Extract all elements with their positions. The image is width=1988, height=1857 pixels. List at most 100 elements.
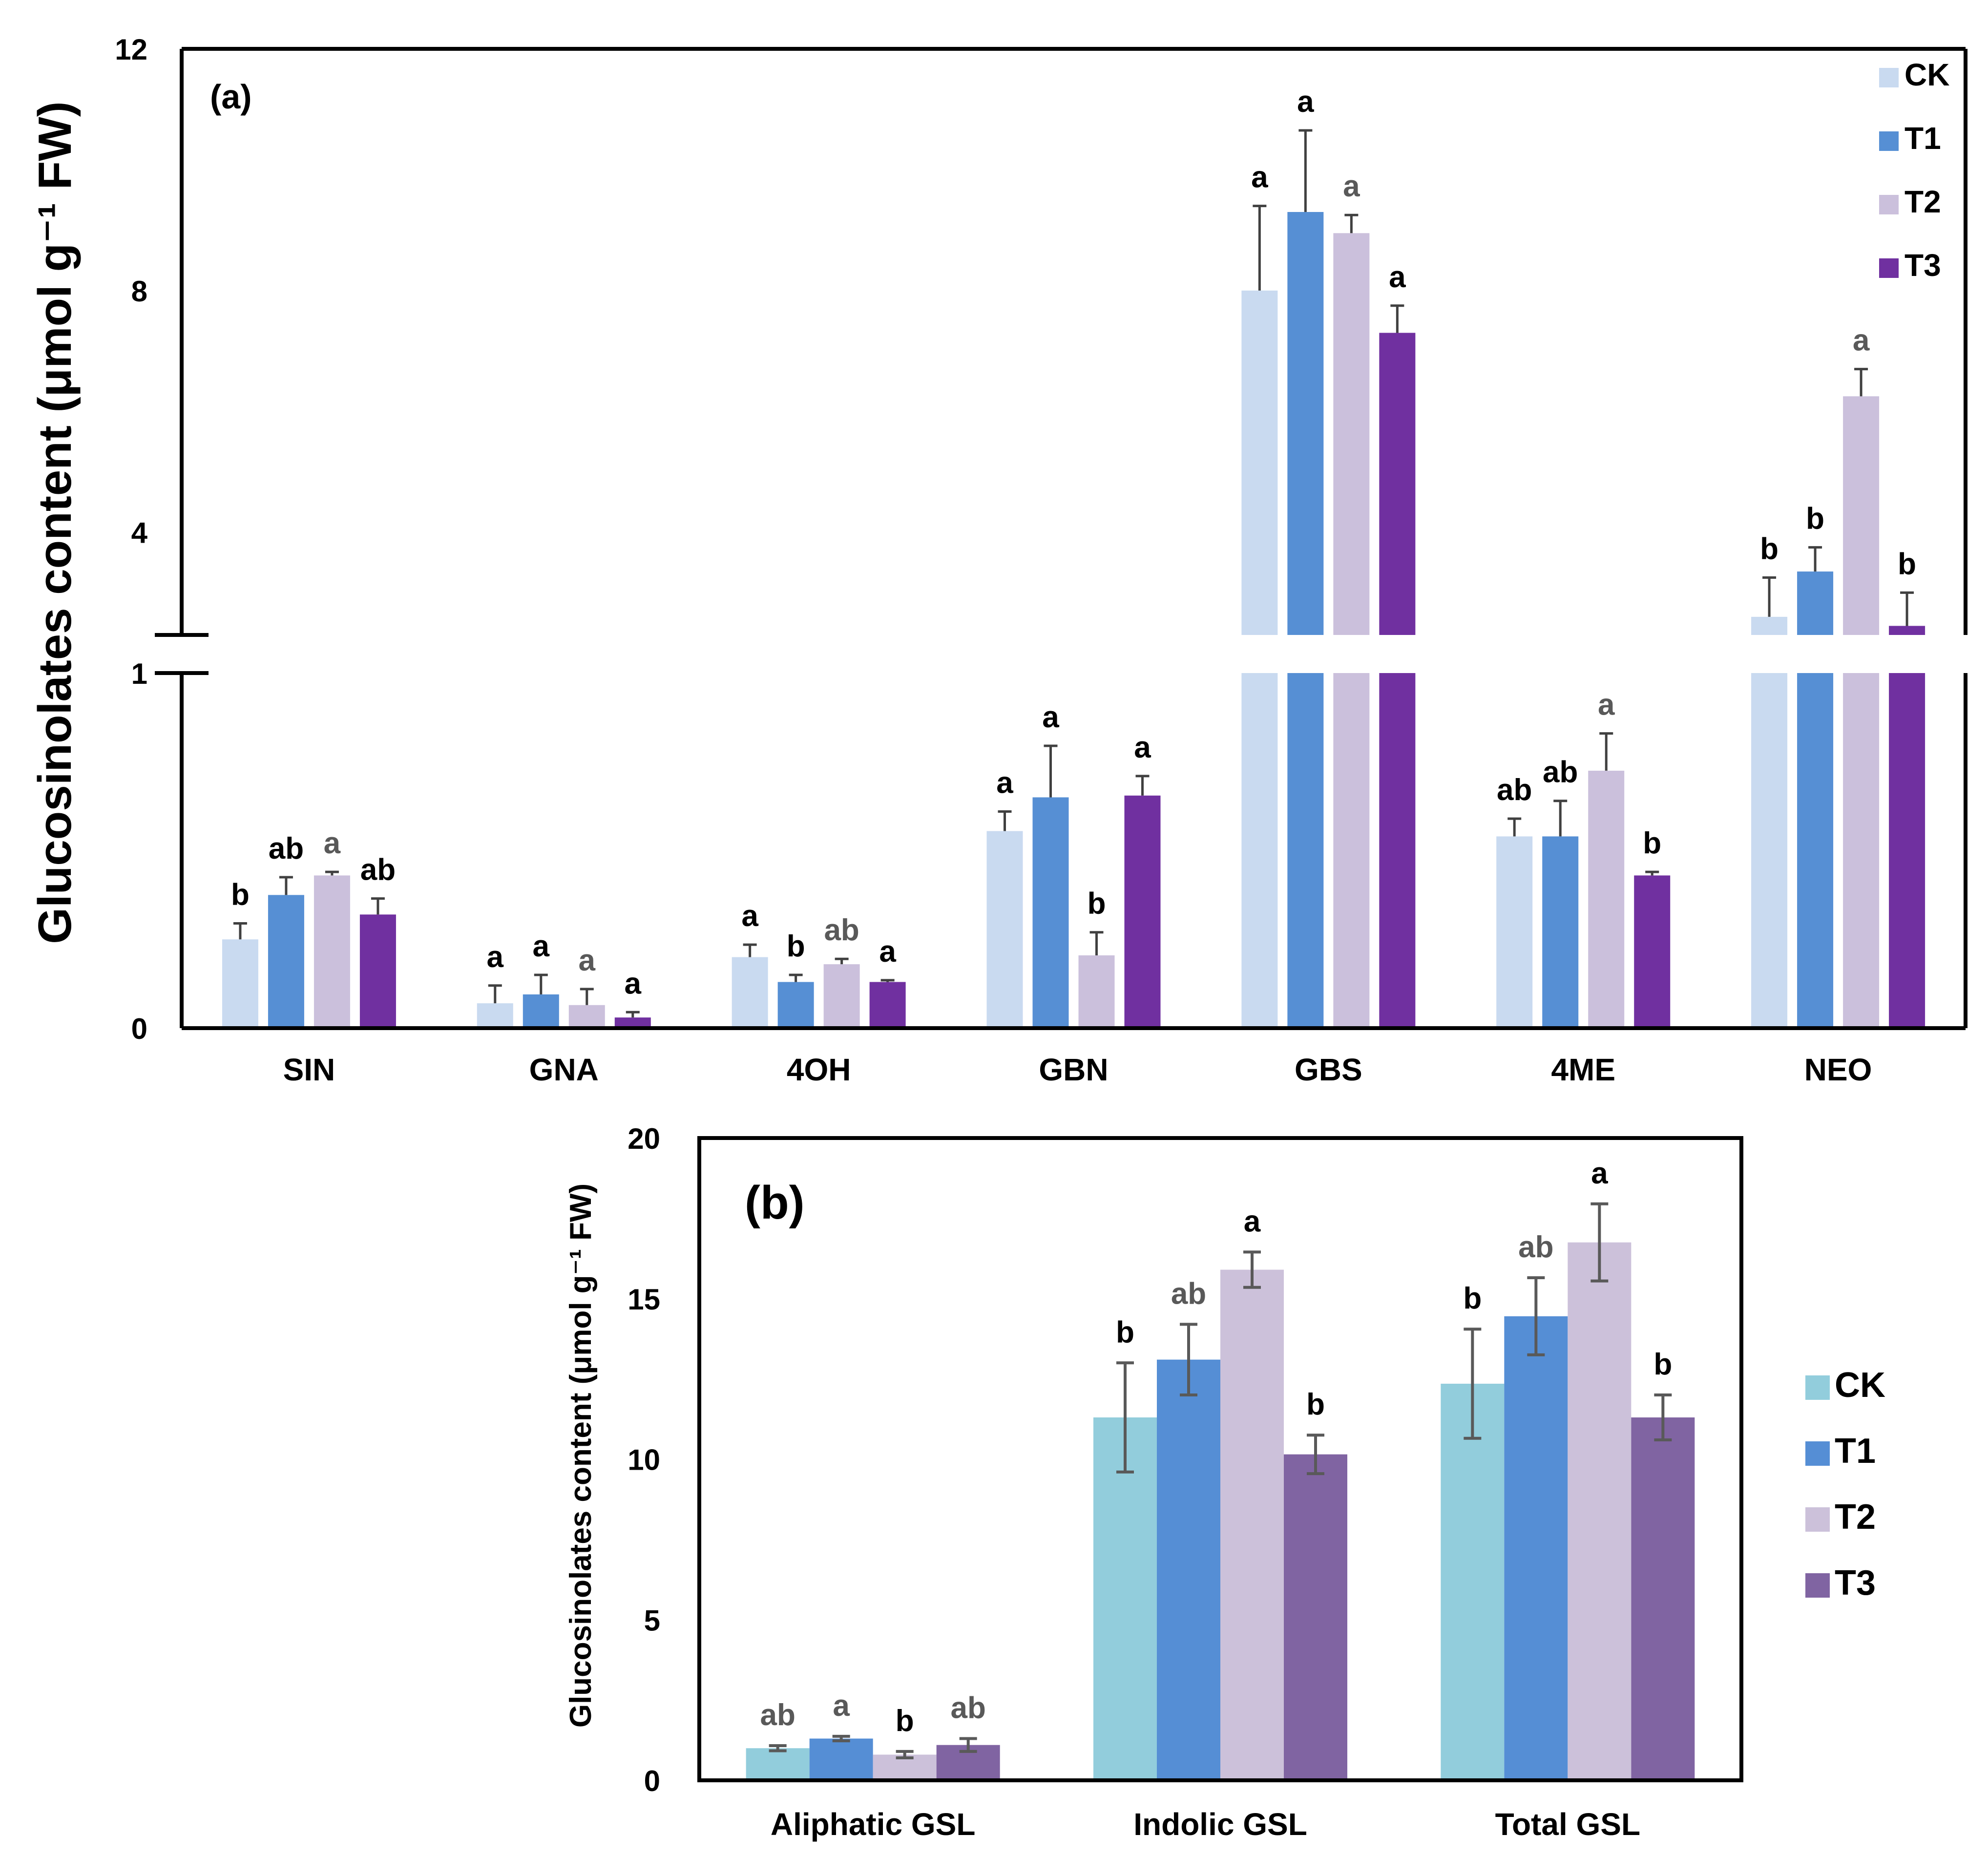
y-tick-label-12: 12 — [115, 33, 147, 66]
significance-letter-t3-neo: b — [1898, 547, 1916, 581]
bar-t2-gbs-lower — [1333, 673, 1370, 1028]
bar-t2-gna — [568, 1005, 605, 1028]
bar-t3-neo — [1889, 626, 1925, 635]
bar-t3-4oh — [869, 982, 906, 1028]
panel-a-category-labels: SIN GNA 4OH GBN GBS 4ME NEO — [283, 1052, 1872, 1087]
legend-swatch-t3 — [1805, 1573, 1830, 1598]
y-tick-label-4: 4 — [131, 517, 148, 549]
significance-letter-t2-total-gsl: a — [1591, 1157, 1608, 1190]
significance-letter-t2-4me: a — [1598, 688, 1615, 722]
legend-label-t2: T2 — [1904, 184, 1941, 219]
bar-t1-4me — [1542, 836, 1579, 1028]
y-tick-label-0: 0 — [131, 1013, 147, 1045]
bar-t3-sin — [359, 914, 396, 1028]
panel-b-error-bars — [769, 1202, 1672, 1759]
panel-b-y-axis-label: Glucosinolates content (μmol g⁻¹ FW) — [564, 1183, 598, 1728]
y-tick-label-8: 8 — [131, 275, 147, 308]
significance-letter-ck-aliphatic-gsl: ab — [760, 1698, 795, 1732]
significance-letter-t2-gbn: b — [1088, 887, 1106, 921]
bar-ck-aliphatic-gsl — [746, 1748, 810, 1780]
bar-t1-indolic-gsl — [1157, 1359, 1220, 1780]
significance-letter-t2-neo: a — [1853, 324, 1870, 358]
significance-letter-ck-gna: a — [487, 940, 504, 974]
legend-swatch-t2 — [1805, 1507, 1830, 1532]
bar-ck-gbn — [986, 831, 1023, 1028]
significance-letter-t1-aliphatic-gsl: a — [833, 1689, 850, 1723]
significance-letter-t1-neo: b — [1806, 502, 1824, 536]
y-tick-label-0: 0 — [644, 1765, 660, 1797]
axis-break-gap — [177, 635, 1988, 673]
panel-b-category-labels: Aliphatic GSL Indolic GSL Total GSL — [771, 1807, 1640, 1842]
bar-t1-gbs-lower — [1287, 673, 1324, 1028]
panel-b-legend: CK T1 T2 T3 — [1805, 1366, 1885, 1603]
legend-label-t3: T3 — [1904, 248, 1941, 283]
significance-letter-t1-gna: a — [533, 929, 550, 963]
bar-t1-neo — [1797, 571, 1834, 635]
significance-letter-t1-sin: ab — [269, 832, 304, 865]
bar-ck-gbs-lower — [1241, 673, 1278, 1028]
significance-letter-t3-gna: a — [625, 967, 642, 1000]
significance-letter-t3-gbn: a — [1134, 731, 1151, 764]
x-category-label-gna: GNA — [529, 1052, 599, 1087]
significance-letter-t2-gbs: a — [1343, 169, 1360, 203]
bar-ck-total-gsl — [1441, 1383, 1505, 1780]
bar-t3-gbn — [1124, 795, 1161, 1028]
panel-b-significance-letters: ab b b a ab ab b a a ab b b — [760, 1157, 1672, 1738]
panel-b-bars — [746, 1242, 1695, 1780]
bar-t1-total-gsl — [1504, 1316, 1568, 1780]
x-category-label-aliphatic-gsl: Aliphatic GSL — [771, 1807, 976, 1842]
legend-swatch-ck — [1805, 1375, 1830, 1400]
significance-letter-t3-4me: b — [1643, 826, 1661, 860]
panel-a-bars — [177, 212, 1988, 1028]
significance-letter-t2-sin: a — [324, 826, 341, 860]
legend-label-ck: CK — [1835, 1366, 1885, 1405]
significance-letter-t1-4oh: b — [787, 929, 805, 963]
bar-t3-gbs-lower — [1379, 673, 1416, 1028]
significance-letter-t3-total-gsl: b — [1653, 1348, 1672, 1381]
bar-t1-aliphatic-gsl — [809, 1738, 873, 1780]
bar-ck-neo — [1751, 616, 1788, 635]
x-category-label-4me: 4ME — [1551, 1052, 1615, 1087]
legend-label-t1: T1 — [1835, 1432, 1876, 1471]
bar-ck-indolic-gsl — [1093, 1417, 1157, 1780]
significance-letter-t1-4me: ab — [1543, 756, 1578, 789]
significance-letter-ck-gbn: a — [996, 766, 1013, 800]
x-category-label-sin: SIN — [283, 1052, 335, 1087]
x-category-label-gbs: GBS — [1295, 1052, 1362, 1087]
bar-ck-gbs — [1241, 290, 1278, 635]
bar-ck-4oh — [732, 957, 768, 1028]
bar-t2-neo — [1843, 396, 1880, 635]
y-tick-label-5: 5 — [644, 1604, 660, 1637]
y-tick-label-15: 15 — [628, 1283, 660, 1316]
bar-t2-neo-lower — [1843, 673, 1880, 1028]
legend-label-t3: T3 — [1835, 1563, 1876, 1603]
y-tick-label-20: 20 — [628, 1122, 660, 1155]
legend-swatch-t3 — [1879, 258, 1899, 278]
legend-label-t1: T1 — [1904, 121, 1941, 156]
legend-swatch-t2 — [1879, 195, 1899, 214]
significance-letter-ck-total-gsl: b — [1463, 1282, 1482, 1315]
significance-letter-t2-indolic-gsl: a — [1244, 1204, 1261, 1238]
panel-a-label: (a) — [210, 78, 252, 116]
bar-t3-total-gsl — [1631, 1417, 1695, 1780]
legend-label-t2: T2 — [1835, 1498, 1876, 1537]
legend-swatch-t1 — [1805, 1441, 1830, 1466]
bar-t1-gbs — [1287, 212, 1324, 635]
panel-b-label: (b) — [745, 1177, 805, 1229]
bar-t3-gbs — [1379, 333, 1416, 635]
bar-t3-indolic-gsl — [1284, 1454, 1347, 1780]
significance-letter-t3-indolic-gsl: b — [1306, 1388, 1325, 1421]
significance-letter-ck-gbs: a — [1251, 161, 1268, 194]
panel-b-plot-frame — [697, 1136, 1743, 1782]
y-tick-label-1: 1 — [131, 657, 147, 690]
panel-a-y-axis-label: Glucosinolates content (μmol g⁻¹ FW) — [29, 101, 81, 944]
bar-t3-gna — [614, 1017, 651, 1028]
x-category-label-indolic-gsl: Indolic GSL — [1133, 1807, 1307, 1842]
bar-t1-gna — [523, 994, 559, 1028]
bar-t2-sin — [314, 875, 350, 1028]
significance-letter-t2-4oh: ab — [824, 913, 859, 947]
bar-t1-gbn — [1032, 797, 1069, 1028]
bar-ck-sin — [222, 939, 258, 1028]
significance-letter-t3-sin: ab — [360, 853, 396, 887]
bar-t2-gbs — [1333, 233, 1370, 635]
